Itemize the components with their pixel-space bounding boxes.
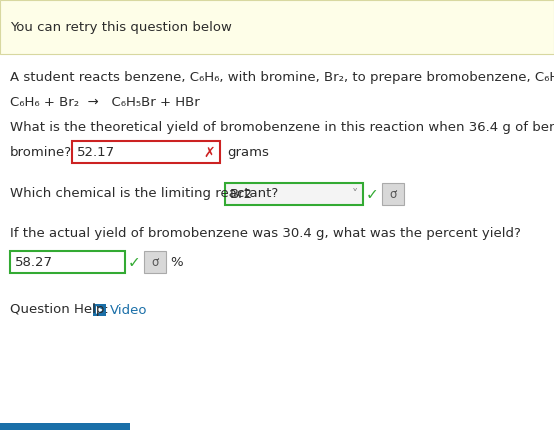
Text: ˅: ˅ <box>352 188 358 201</box>
Text: ơ: ơ <box>151 256 158 269</box>
Text: ✓: ✓ <box>366 187 379 202</box>
Text: A student reacts benzene, C₆H₆, with bromine, Br₂, to prepare bromobenzene, C₆H₅: A student reacts benzene, C₆H₆, with bro… <box>10 71 554 85</box>
Text: 52.17: 52.17 <box>77 146 115 159</box>
FancyBboxPatch shape <box>225 183 363 205</box>
Text: ✗: ✗ <box>203 145 215 160</box>
FancyBboxPatch shape <box>382 183 404 205</box>
Text: ✓: ✓ <box>128 255 141 270</box>
Text: ơ: ơ <box>389 188 397 201</box>
Text: %: % <box>170 256 183 269</box>
Text: 58.27: 58.27 <box>15 256 53 269</box>
Text: Question Help:: Question Help: <box>10 304 109 316</box>
FancyBboxPatch shape <box>144 251 166 273</box>
Text: If the actual yield of bromobenzene was 30.4 g, what was the percent yield?: If the actual yield of bromobenzene was … <box>10 227 521 240</box>
FancyBboxPatch shape <box>72 141 220 163</box>
Polygon shape <box>96 306 103 314</box>
Text: C₆H₆ + Br₂  →   C₆H₅Br + HBr: C₆H₆ + Br₂ → C₆H₅Br + HBr <box>10 96 200 110</box>
FancyBboxPatch shape <box>0 423 130 430</box>
Text: Which chemical is the limiting reactant?: Which chemical is the limiting reactant? <box>10 187 278 200</box>
FancyBboxPatch shape <box>0 0 554 54</box>
Text: Video: Video <box>110 304 147 316</box>
FancyBboxPatch shape <box>10 251 125 273</box>
Text: Br2: Br2 <box>230 188 253 201</box>
FancyBboxPatch shape <box>93 304 106 316</box>
Text: What is the theoretical yield of bromobenzene in this reaction when 36.4 g of be: What is the theoretical yield of bromobe… <box>10 122 554 135</box>
Text: You can retry this question below: You can retry this question below <box>10 21 232 34</box>
Text: grams: grams <box>227 146 269 159</box>
Text: bromine?: bromine? <box>10 145 72 159</box>
